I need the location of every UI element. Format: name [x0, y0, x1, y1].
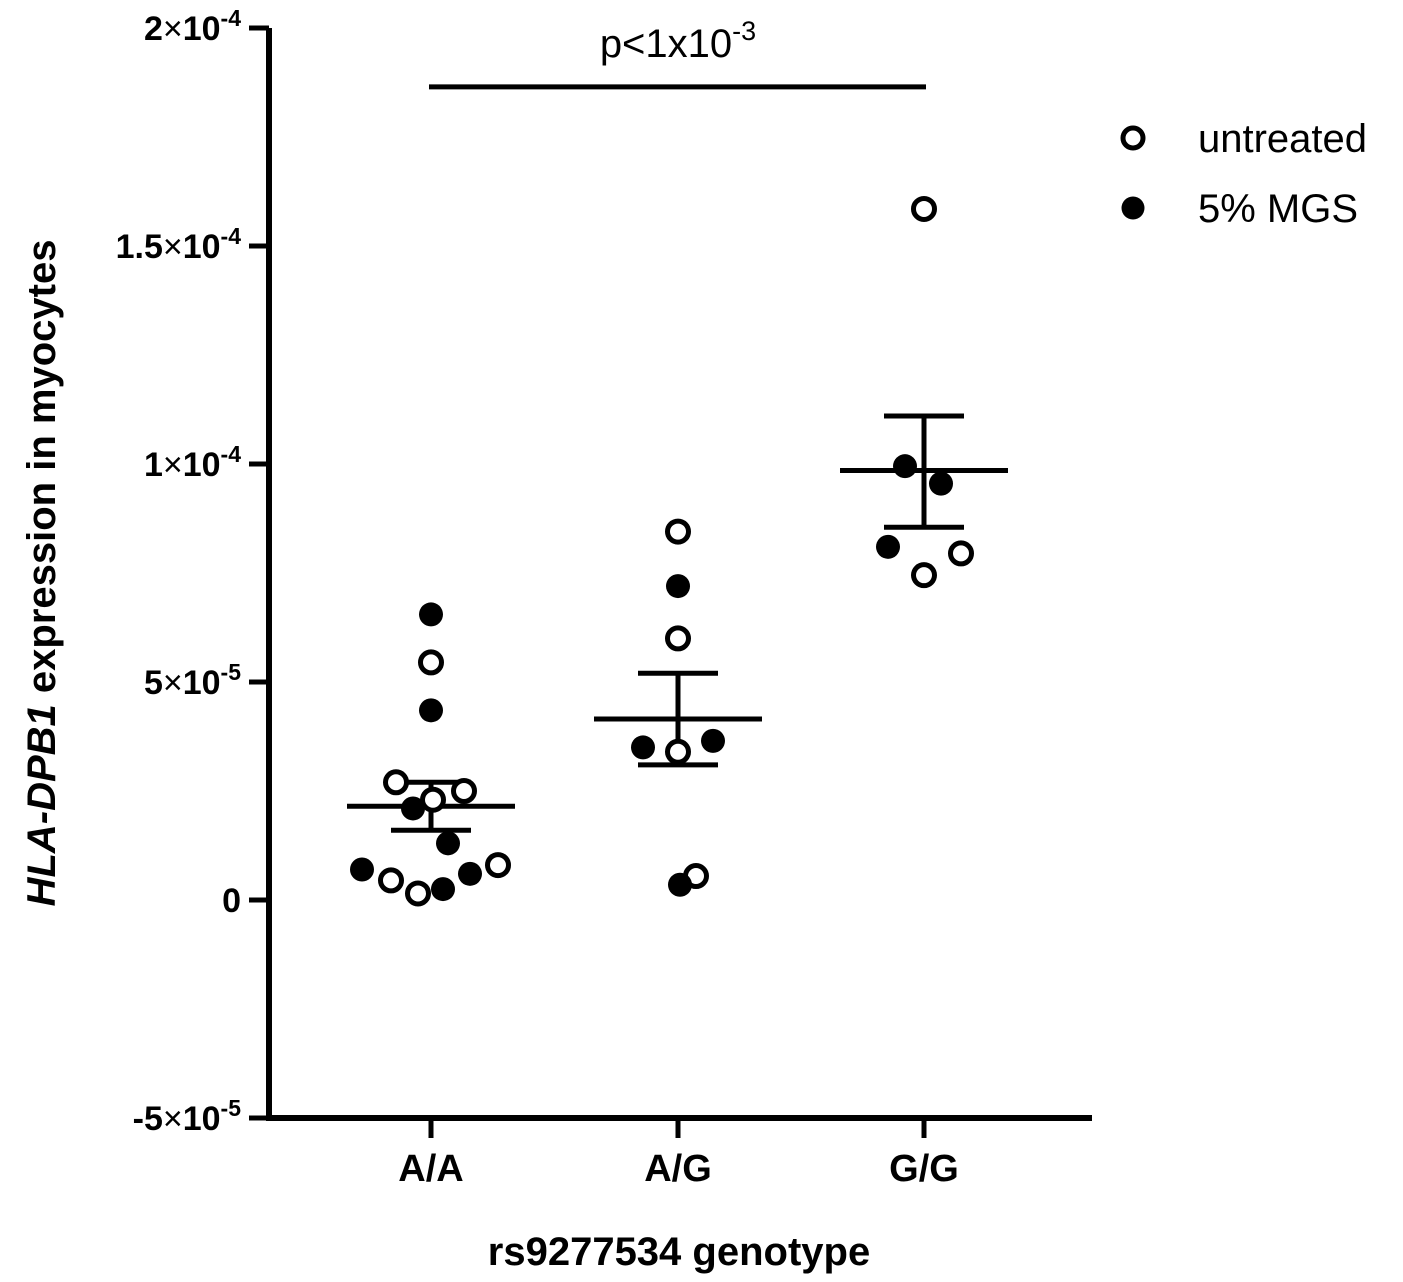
significance-annotation: p<1x10-3 [429, 16, 926, 90]
x-axis-ticks: A/A A/G G/G [398, 1118, 959, 1190]
point-untreated [665, 518, 691, 545]
y-tick-exponent: -4 [221, 5, 242, 31]
mean-sem-bars [347, 413, 1008, 833]
y-tick-exponent: -4 [221, 223, 242, 249]
y-axis-title: HLA-DPB1 expression in myocytes [20, 240, 64, 907]
point-untreated [418, 649, 444, 676]
y-tick-base: 10 [183, 228, 221, 266]
p-value-exponent: -3 [732, 16, 756, 46]
x-tick-label: A/G [644, 1148, 712, 1190]
point-mgs [666, 574, 690, 599]
point-untreated [665, 625, 691, 652]
point-untreated [665, 738, 691, 765]
y-tick-base: 10 [183, 664, 221, 702]
y-tick-label: 0 [222, 882, 241, 920]
y-tick-mantissa: 2 [144, 10, 163, 48]
point-untreated [911, 195, 937, 222]
y-axis-ticks: -5×10-505×10-51×10-41.5×10-42×10-4 [116, 5, 269, 1138]
y-tick-exponent: -5 [221, 659, 242, 685]
y-tick-times: × [163, 446, 183, 484]
point-mgs [419, 698, 443, 723]
data-points [350, 195, 974, 907]
point-untreated [911, 562, 937, 589]
point-untreated [378, 867, 404, 894]
y-tick-base: 10 [183, 10, 221, 48]
point-mgs [631, 735, 655, 760]
point-mgs [431, 877, 455, 902]
y-tick-exponent: -4 [221, 441, 242, 467]
y-tick-times: × [163, 1100, 183, 1138]
point-untreated [383, 769, 409, 796]
legend-marker-mgs [1121, 196, 1145, 220]
point-mgs [876, 534, 900, 559]
y-tick-exponent: -5 [221, 1095, 242, 1121]
y-tick-times: × [163, 228, 183, 266]
point-untreated [948, 540, 974, 567]
y-tick-times: × [163, 10, 183, 48]
legend-label-mgs: 5% MGS [1198, 187, 1358, 231]
axes [266, 28, 1092, 1121]
point-mgs [458, 861, 482, 886]
point-mgs [701, 728, 725, 753]
point-mgs [401, 796, 425, 821]
x-tick-label: G/G [889, 1148, 959, 1190]
point-untreated [485, 852, 511, 879]
p-value-base: p<1x10 [600, 22, 732, 66]
point-untreated [451, 778, 477, 804]
y-axis-title-gene: HLA-DPB1 [20, 704, 64, 906]
point-mgs [893, 454, 917, 479]
y-tick-mantissa: 1.5 [116, 228, 163, 266]
legend-marker-untreated [1120, 125, 1146, 151]
y-tick-mantissa: -5 [133, 1100, 163, 1138]
point-untreated [420, 786, 446, 813]
point-untreated [405, 880, 431, 907]
point-mgs [929, 471, 953, 496]
x-tick-label: A/A [398, 1148, 463, 1190]
point-mgs [668, 872, 692, 897]
y-tick-label: 5×10-5 [144, 659, 241, 702]
y-tick-label: -5×10-5 [133, 1095, 242, 1138]
point-mgs [436, 831, 460, 856]
y-tick-base: 10 [183, 446, 221, 484]
legend-label-untreated: untreated [1198, 117, 1367, 161]
y-tick-times: × [163, 664, 183, 702]
p-value-label: p<1x10-3 [600, 16, 756, 66]
y-tick-base: 10 [183, 1100, 221, 1138]
y-tick-mantissa: 1 [144, 446, 163, 484]
y-tick-label: 2×10-4 [144, 5, 241, 48]
legend: untreated 5% MGS [1120, 117, 1367, 231]
y-tick-label: 1×10-4 [144, 441, 241, 484]
x-axis-title: rs9277534 genotype [488, 1230, 870, 1274]
y-tick-label: 1.5×10-4 [116, 223, 242, 266]
y-tick-mantissa: 5 [144, 664, 163, 702]
point-mgs [350, 857, 374, 882]
y-axis-title-rest: expression in myocytes [20, 240, 64, 705]
point-mgs [419, 602, 443, 627]
